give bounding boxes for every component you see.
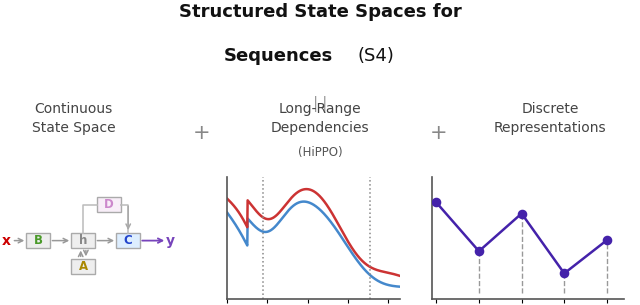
Text: (HiPPO): (HiPPO)	[298, 146, 342, 160]
Text: +: +	[429, 123, 447, 143]
Text: D: D	[104, 198, 114, 211]
FancyBboxPatch shape	[97, 197, 122, 212]
Text: Structured State Spaces for: Structured State Spaces for	[179, 3, 461, 21]
Text: Discrete
Representations: Discrete Representations	[494, 102, 607, 135]
Text: y: y	[166, 234, 175, 248]
Text: Long-Range
Dependencies: Long-Range Dependencies	[271, 102, 369, 135]
Text: x: x	[2, 234, 11, 248]
FancyBboxPatch shape	[116, 233, 140, 248]
FancyBboxPatch shape	[26, 233, 51, 248]
Point	[431, 200, 442, 205]
FancyBboxPatch shape	[71, 233, 95, 248]
Point	[516, 211, 527, 216]
Point	[602, 238, 612, 242]
Text: ||: ||	[311, 96, 329, 112]
Text: (S4): (S4)	[357, 47, 394, 65]
FancyBboxPatch shape	[71, 259, 95, 274]
Text: C: C	[124, 234, 132, 247]
Text: Sequences: Sequences	[224, 47, 333, 65]
Point	[559, 271, 570, 276]
Point	[474, 249, 484, 254]
Text: h: h	[79, 234, 88, 247]
Text: B: B	[34, 234, 43, 247]
Text: +: +	[193, 123, 211, 143]
Text: A: A	[79, 260, 88, 273]
Text: Continuous
State Space: Continuous State Space	[32, 102, 115, 135]
